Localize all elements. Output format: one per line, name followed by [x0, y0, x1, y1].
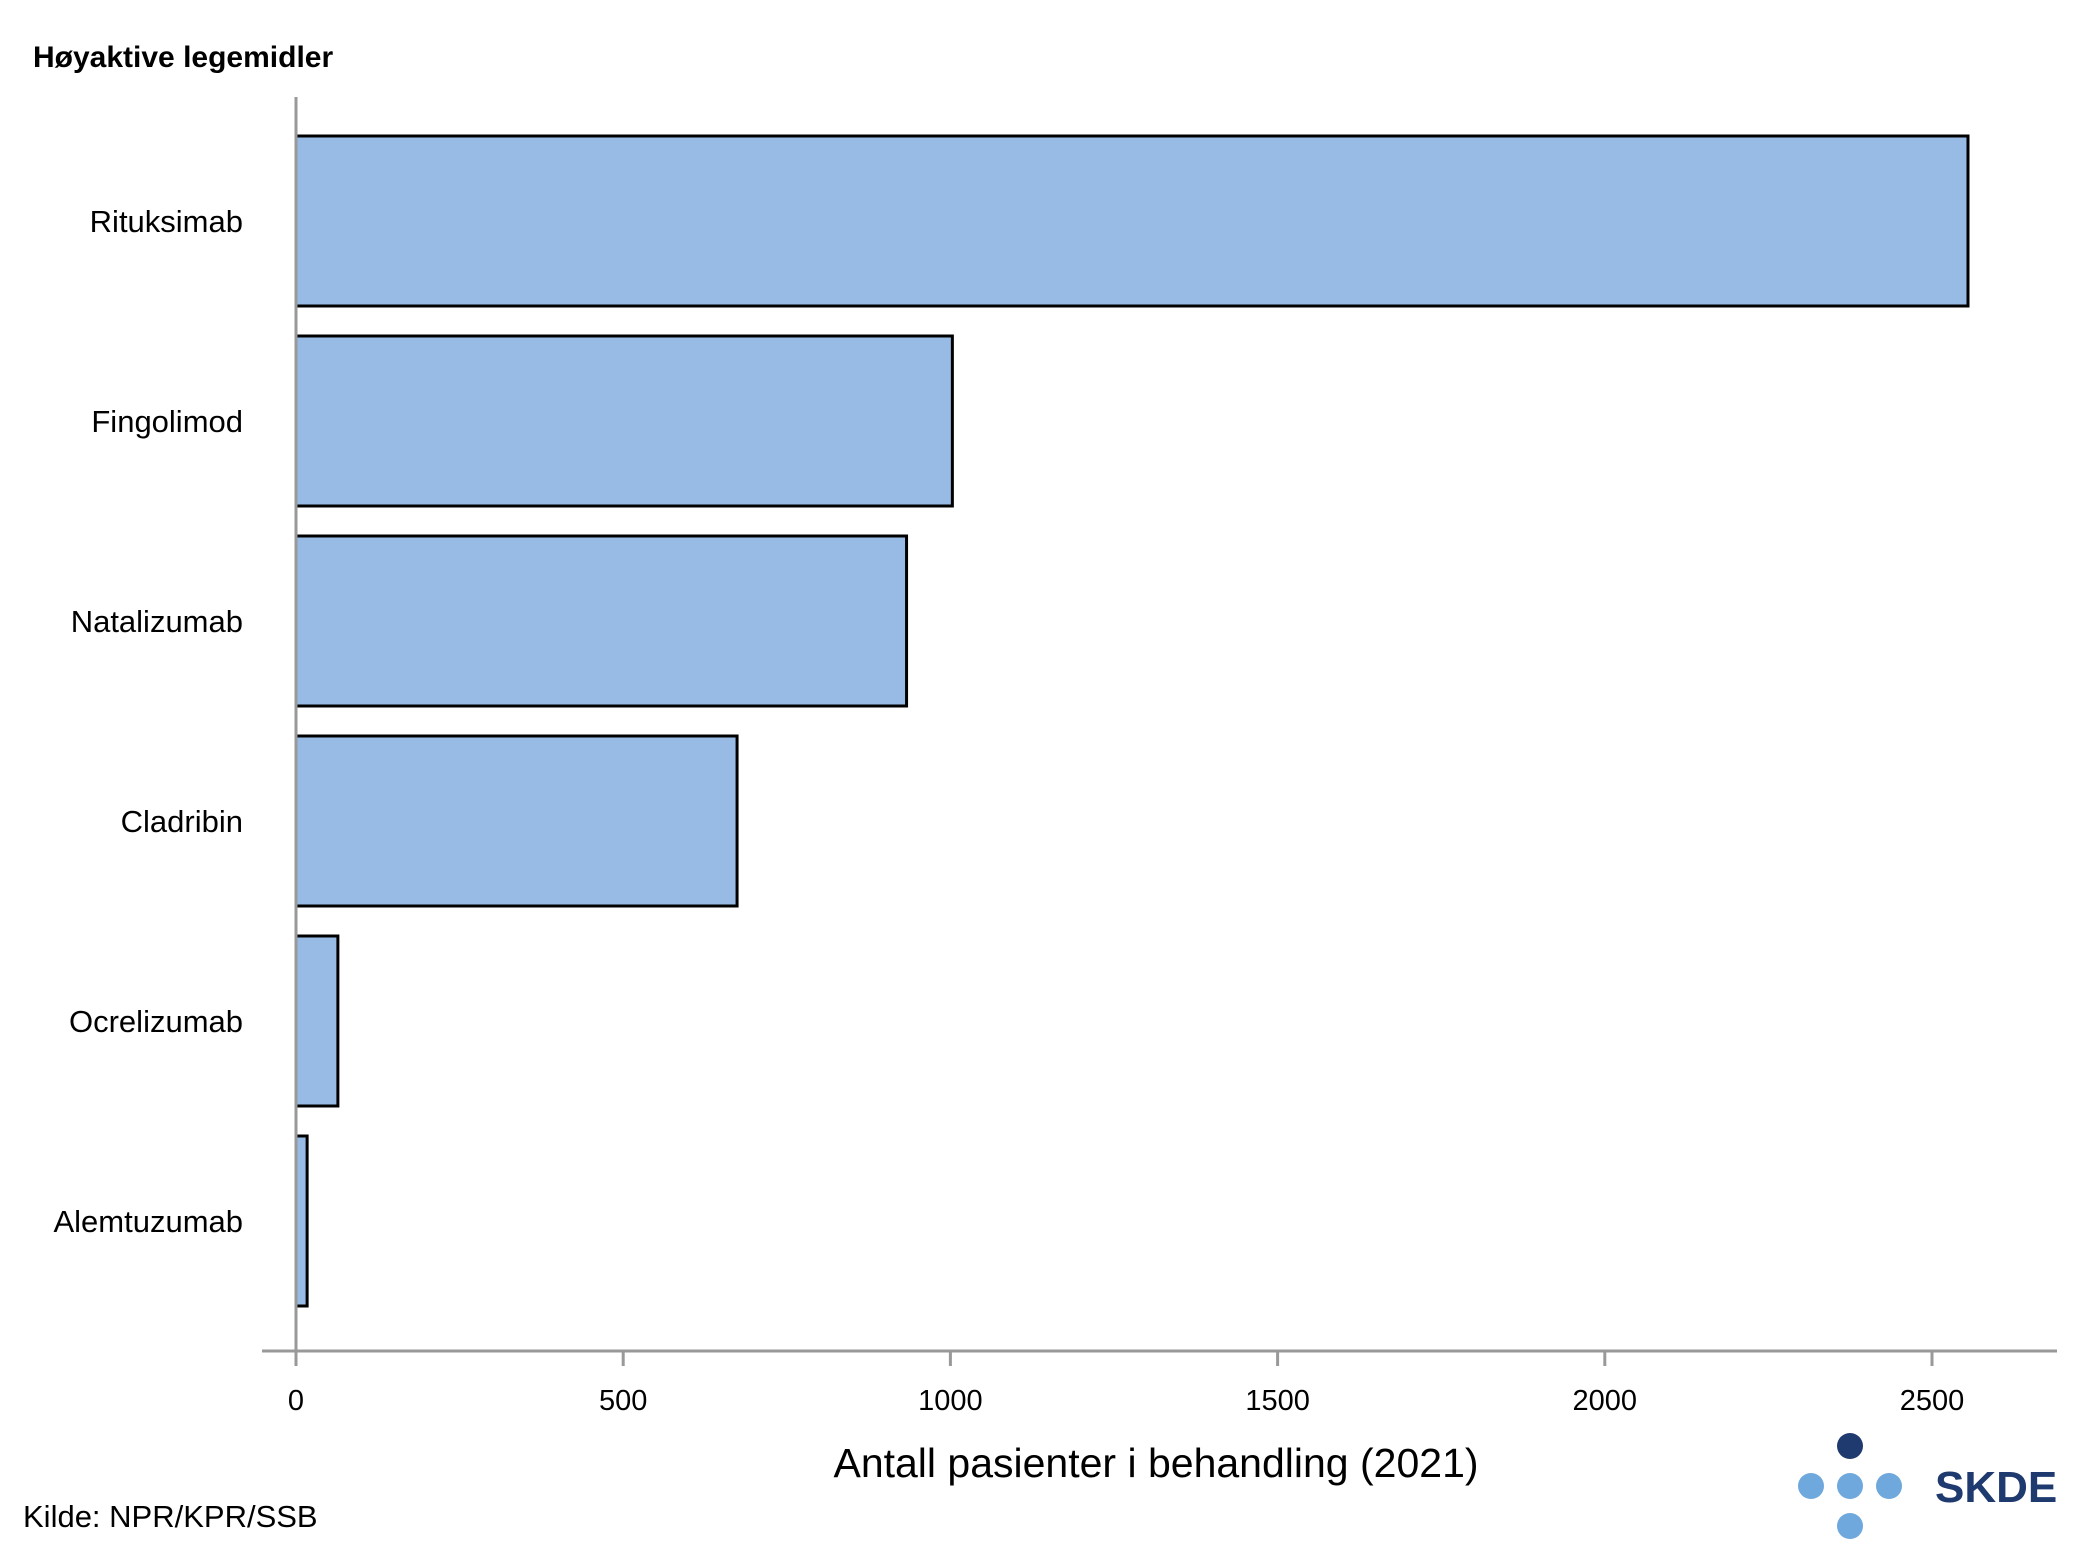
x-tick-label: 1500: [1245, 1385, 1310, 1417]
bar-rituksimab: [294, 134, 1970, 308]
category-label: Natalizumab: [71, 604, 243, 639]
x-tick-label: 2000: [1573, 1385, 1638, 1417]
source-note: Kilde: NPR/KPR/SSB: [23, 1499, 318, 1534]
chart-title: Høyaktive legemidler: [33, 41, 333, 74]
logo-dot-left: [1798, 1473, 1824, 1499]
x-tick-label: 500: [599, 1385, 647, 1417]
bar-alemtuzumab: [294, 1134, 309, 1308]
logo-dot-right: [1876, 1473, 1902, 1499]
category-label: Ocrelizumab: [69, 1004, 243, 1039]
category-labels: Rituksimab Fingolimod Natalizumab Cladribin…: [53, 204, 243, 1239]
bar-fingolimod: [294, 334, 954, 508]
logo-text: SKDE: [1935, 1463, 2057, 1512]
x-tick-label: 1000: [918, 1385, 983, 1417]
skde-logo: SKDE: [1798, 1433, 2057, 1539]
logo-dot-bottom: [1837, 1513, 1863, 1539]
x-axis-title: Antall pasienter i behandling (2021): [833, 1440, 1478, 1486]
x-tick-label: 2500: [1900, 1385, 1965, 1417]
category-label: Alemtuzumab: [53, 1204, 243, 1239]
category-label: Rituksimab: [90, 204, 243, 239]
logo-dot-center: [1837, 1473, 1863, 1499]
bars-layer: [294, 134, 1970, 1308]
logo-dot-top: [1837, 1433, 1863, 1459]
x-tick-label: 0: [288, 1385, 304, 1417]
category-label: Cladribin: [121, 804, 243, 839]
category-label: Fingolimod: [91, 404, 243, 439]
bar-cladribin: [294, 734, 739, 908]
bar-natalizumab: [294, 534, 909, 708]
x-axis-ticks: 0 500 1000 1500 2000 2500: [288, 1351, 1964, 1417]
bar-ocrelizumab: [294, 934, 340, 1108]
